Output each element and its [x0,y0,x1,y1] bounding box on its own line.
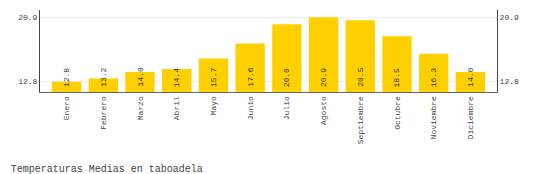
svg-text:13.2: 13.2 [99,67,108,86]
svg-text:Septiembre: Septiembre [356,96,365,144]
svg-text:Agosto: Agosto [319,96,328,125]
svg-text:Marzo: Marzo [136,96,145,120]
svg-text:Mayo: Mayo [209,96,218,115]
svg-text:12.8: 12.8 [500,77,519,86]
svg-text:15.7: 15.7 [209,68,218,87]
svg-text:16.3: 16.3 [429,68,438,87]
svg-text:Noviembre: Noviembre [429,96,438,139]
svg-text:20.9: 20.9 [18,13,37,22]
svg-text:14.0: 14.0 [466,67,475,86]
svg-text:18.5: 18.5 [392,68,401,87]
svg-text:20.9: 20.9 [319,68,328,87]
svg-text:12.8: 12.8 [18,77,37,86]
svg-text:20.9: 20.9 [500,13,519,22]
svg-text:14.4: 14.4 [172,68,181,87]
svg-text:14.0: 14.0 [136,67,145,86]
svg-text:Junio: Junio [246,96,255,120]
svg-text:12.8: 12.8 [62,68,71,87]
svg-text:Enero: Enero [62,96,71,120]
svg-text:Julio: Julio [282,96,291,120]
svg-text:Diciembre: Diciembre [466,96,475,139]
svg-text:Febrero: Febrero [99,96,108,130]
svg-text:17.6: 17.6 [246,67,255,86]
svg-text:Temperaturas Medias en taboade: Temperaturas Medias en taboadela [11,164,203,174]
svg-text:Abril: Abril [172,96,181,120]
svg-text:Octubre: Octubre [393,96,402,130]
svg-text:20.5: 20.5 [356,67,365,86]
svg-text:20.0: 20.0 [282,68,291,87]
